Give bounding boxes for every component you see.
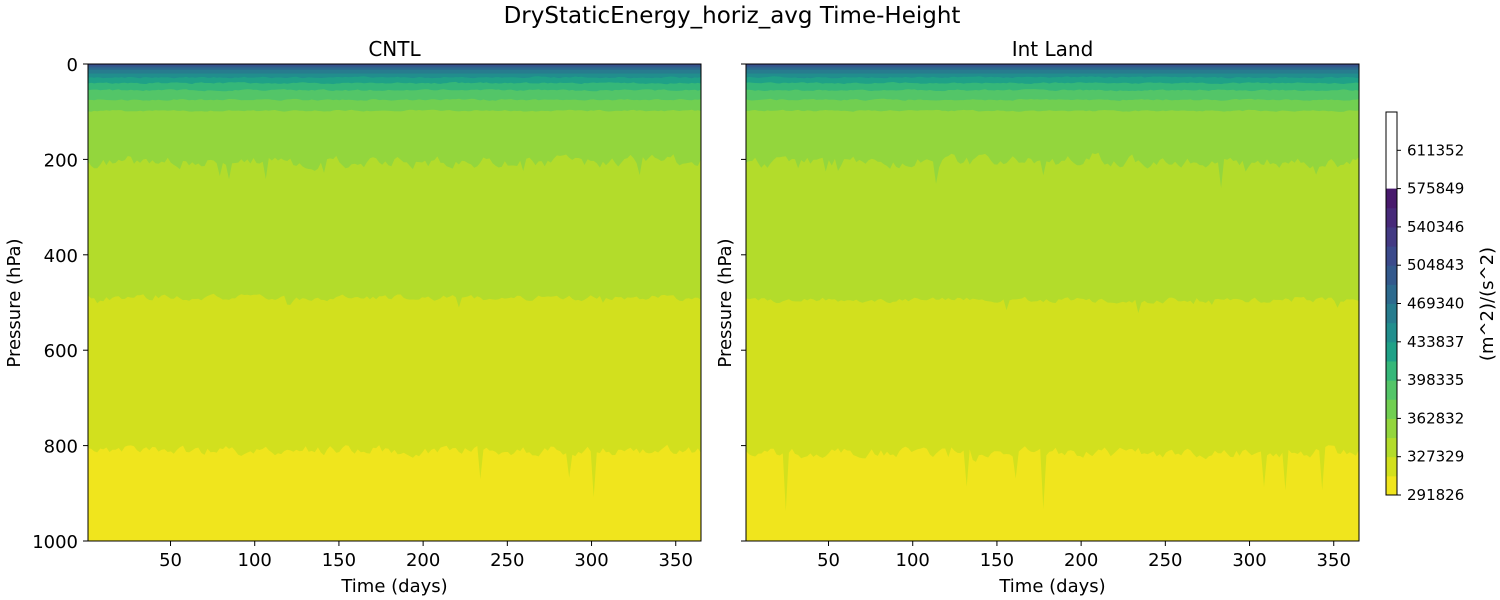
contour-band-11 — [746, 64, 1359, 68]
colorbar-band-0 — [1386, 475, 1397, 496]
colorbar-band-10 — [1386, 284, 1397, 304]
x-tick-label: 350 — [659, 550, 693, 571]
colorbar-band-15 — [1386, 188, 1397, 209]
x-axis-label-int-land: Time (days) — [998, 576, 1105, 597]
x-tick-label: 300 — [574, 550, 608, 571]
contour-band-11 — [88, 64, 701, 68]
colorbar-band-1 — [1386, 456, 1397, 477]
colorbar-tick-label: 611352 — [1407, 141, 1464, 159]
y-axis-label-cntl: Pressure (hPa) — [4, 238, 25, 367]
y-tick-label: 200 — [44, 150, 78, 171]
colorbar-tick-label: 327329 — [1407, 448, 1464, 466]
y-axis-label-int-land: Pressure (hPa) — [715, 238, 736, 367]
colorbar-band-6 — [1386, 360, 1397, 381]
panel-title-int-land: Int Land — [1012, 37, 1094, 61]
x-tick-label: 100 — [238, 550, 272, 571]
plot-frame — [745, 63, 1360, 542]
colorbar-band-3 — [1386, 418, 1397, 439]
colorbar-tick-label: 291826 — [1407, 486, 1464, 504]
y-tick-label: 800 — [44, 437, 78, 458]
x-tick-label: 300 — [1232, 550, 1266, 571]
colorbar-band-2 — [1386, 437, 1397, 458]
y-tick-label: 400 — [44, 246, 78, 267]
colorbar: 291826 327329 362832 398335 433837 469340 5048… — [1385, 111, 1498, 504]
y-tick-label: 0 — [67, 55, 78, 76]
panel-cntl: CNTL 50 100 150 200 250 300 350 0 200 400 600 800 1… — [4, 37, 702, 597]
colorbar-band-8 — [1386, 322, 1397, 343]
y-axis-int-land — [741, 63, 746, 542]
x-tick-label: 150 — [980, 550, 1014, 571]
x-tick-label: 250 — [490, 550, 524, 571]
colorbar-band-9 — [1386, 303, 1397, 324]
colorbar-tick-label: 433837 — [1407, 333, 1464, 351]
plot-frame — [87, 63, 702, 542]
x-axis-cntl: 50 100 150 200 250 300 350 — [159, 541, 693, 571]
colorbar-tick-label: 540346 — [1407, 218, 1464, 236]
y-axis-cntl: 0 200 400 600 800 1000 — [32, 55, 88, 553]
colorbar-bands — [1385, 111, 1398, 496]
colorbar-band-12 — [1386, 246, 1397, 266]
colorbar-tick-label: 575849 — [1407, 180, 1464, 198]
x-tick-label: 350 — [1317, 550, 1351, 571]
panel-int-land: Int Land 50 100 150 200 250 300 350 Time (days… — [715, 37, 1360, 597]
colorbar-band-7 — [1386, 341, 1397, 362]
colorbar-ticks: 291826 327329 362832 398335 433837 469340 5048… — [1397, 141, 1464, 504]
y-tick-label: 600 — [44, 341, 78, 362]
colorbar-band-5 — [1386, 380, 1397, 400]
y-tick-label: 1000 — [32, 532, 78, 553]
x-tick-label: 50 — [159, 550, 182, 571]
colorbar-tick-label: 469340 — [1407, 295, 1464, 313]
x-tick-label: 150 — [322, 550, 356, 571]
x-tick-label: 50 — [817, 550, 840, 571]
contour-band-12 — [88, 64, 701, 66]
x-tick-label: 200 — [1064, 550, 1098, 571]
colorbar-tick-label: 362832 — [1407, 409, 1464, 427]
colorbar-band-11 — [1386, 265, 1397, 285]
x-tick-label: 250 — [1148, 550, 1182, 571]
plot-area-cntl — [87, 63, 702, 542]
colorbar-tick-label: 398335 — [1407, 371, 1464, 389]
x-tick-label: 200 — [406, 550, 440, 571]
x-tick-label: 100 — [896, 550, 930, 571]
colorbar-tick-label: 504843 — [1407, 256, 1464, 274]
contour-band-12 — [746, 64, 1359, 66]
colorbar-band-13 — [1386, 226, 1397, 247]
colorbar-label: (m^2)/(s^2) — [1477, 247, 1498, 361]
x-axis-int-land: 50 100 150 200 250 300 350 — [817, 541, 1351, 571]
colorbar-band-4 — [1386, 399, 1397, 419]
x-axis-label-cntl: Time (days) — [340, 576, 447, 597]
figure-title: DryStaticEnergy_horiz_avg Time-Height — [504, 3, 961, 29]
panel-title-cntl: CNTL — [368, 37, 421, 61]
plot-area-int-land — [745, 63, 1360, 542]
colorbar-band-14 — [1386, 207, 1397, 228]
